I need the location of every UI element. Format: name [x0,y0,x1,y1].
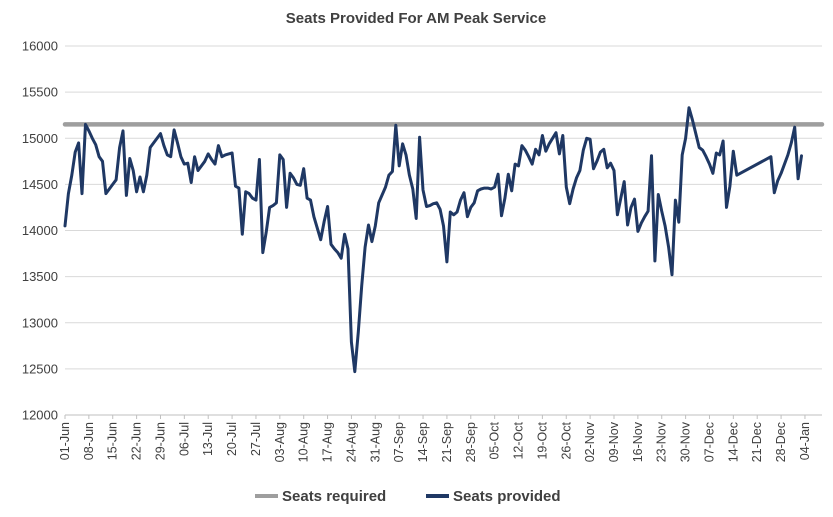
chart-title: Seats Provided For AM Peak Service [286,10,546,27]
y-tick-label-12000: 12000 [22,408,58,423]
x-tick-label-20-Jul: 20-Jul [225,422,239,456]
y-tick-label-15000: 15000 [22,131,58,146]
x-tick-label-15-Jun: 15-Jun [106,422,120,460]
x-tick-label-24-Aug: 24-Aug [344,422,358,462]
x-tick-label-31-Aug: 31-Aug [368,422,382,462]
legend-label-seats-required: Seats required [282,488,386,505]
x-tick-label-23-Nov: 23-Nov [655,421,669,462]
x-tick-label-13-Jul: 13-Jul [201,422,215,456]
x-tick-label-16-Nov: 16-Nov [631,421,645,462]
x-tick-label-07-Sep: 07-Sep [392,422,406,462]
x-tick-label-12-Oct: 12-Oct [512,421,526,459]
x-tick-label-21-Sep: 21-Sep [440,422,454,462]
x-tick-label-26-Oct: 26-Oct [559,421,573,459]
y-tick-label-16000: 16000 [22,39,58,54]
x-tick-label-06-Jul: 06-Jul [177,422,191,456]
y-tick-label-14500: 14500 [22,177,58,192]
x-tick-label-28-Sep: 28-Sep [464,422,478,462]
x-tick-label-09-Nov: 09-Nov [607,421,621,462]
x-tick-label-02-Nov: 02-Nov [583,421,597,462]
x-tick-label-28-Dec: 28-Dec [774,422,788,462]
y-tick-label-13000: 13000 [22,315,58,330]
y-axis-ticks: 12000 12500 13000 13500 14000 14500 15000 15500… [22,39,58,423]
x-tick-label-22-Jun: 22-Jun [130,422,144,460]
x-tick-label-14-Dec: 14-Dec [726,422,740,462]
series-line-seats-provided [63,106,803,374]
x-axis-ticks: 01-Jun 08-Jun 15-Jun 22-Jun 29-Jun 06-Jul 13-J… [58,415,812,462]
x-tick-label-29-Jun: 29-Jun [153,422,167,460]
y-tick-label-12500: 12500 [22,361,58,376]
x-tick-label-19-Oct: 19-Oct [535,421,549,459]
y-tick-label-15500: 15500 [22,85,58,100]
x-tick-label-17-Aug: 17-Aug [321,422,335,462]
x-tick-label-01-Jun: 01-Jun [58,422,72,460]
y-tick-label-13500: 13500 [22,269,58,284]
x-tick-label-14-Sep: 14-Sep [416,422,430,462]
x-tick-label-03-Aug: 03-Aug [273,422,287,462]
x-tick-label-27-Jul: 27-Jul [249,422,263,456]
legend-label-seats-provided: Seats provided [453,488,561,505]
x-tick-label-05-Oct: 05-Oct [488,421,502,459]
x-tick-label-07-Dec: 07-Dec [702,422,716,462]
x-tick-label-30-Nov: 30-Nov [679,421,693,462]
series-lines [62,106,825,374]
x-tick-label-10-Aug: 10-Aug [297,422,311,462]
x-tick-label-21-Dec: 21-Dec [750,422,764,462]
x-tick-label-08-Jun: 08-Jun [82,422,96,460]
legend: Seats required Seats provided [255,488,561,505]
y-tick-label-14000: 14000 [22,223,58,238]
x-tick-label-04-Jan: 04-Jan [798,422,812,460]
